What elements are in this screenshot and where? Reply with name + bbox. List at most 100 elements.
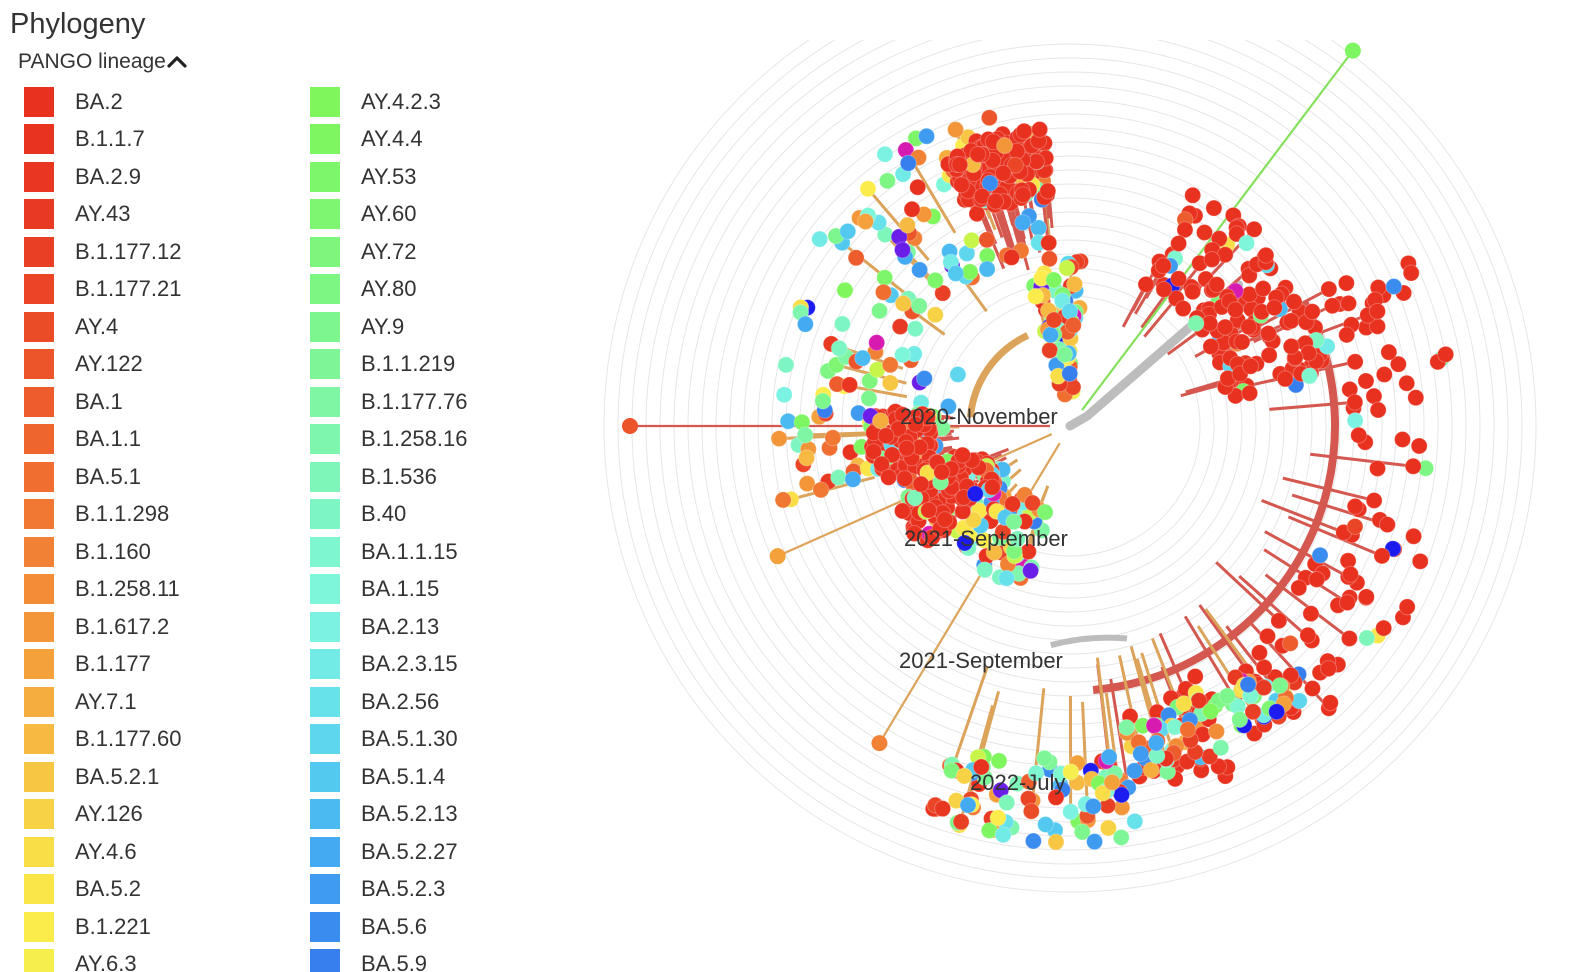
legend-item[interactable]: B.1.1.298 (24, 497, 169, 532)
legend-item[interactable]: B.1.160 (24, 534, 151, 569)
legend-item[interactable]: BA.2.9 (24, 159, 141, 194)
legend-item[interactable]: BA.5.1 (24, 459, 141, 494)
tree-tip (777, 356, 795, 374)
legend-item[interactable]: BA.5.9 (310, 947, 427, 972)
legend-item[interactable]: BA.2.56 (310, 684, 439, 719)
legend-item[interactable]: BA.5.2.13 (310, 797, 458, 832)
tree-tip (1308, 570, 1326, 588)
legend-item[interactable]: B.1.1.7 (24, 122, 145, 157)
legend-item[interactable]: BA.5.6 (310, 909, 427, 944)
legend-swatch (310, 574, 340, 604)
tree-tip (1385, 277, 1403, 295)
legend-item[interactable]: B.1.536 (310, 459, 437, 494)
tree-tip (980, 109, 998, 127)
legend-header[interactable]: PANGO lineage (18, 50, 188, 74)
legend-item[interactable]: B.1.177 (24, 647, 151, 682)
legend-item[interactable]: BA.5.1.4 (310, 759, 445, 794)
legend-item[interactable]: BA.2.13 (310, 609, 439, 644)
tree-tip (896, 470, 914, 488)
legend-label: B.1.177.12 (75, 238, 182, 264)
tree-tip (907, 415, 925, 433)
legend-item[interactable]: B.1.177.21 (24, 272, 181, 307)
legend-item[interactable]: BA.1 (24, 384, 123, 419)
legend-item[interactable]: AY.43 (24, 197, 130, 232)
legend-item[interactable]: BA.5.2.1 (24, 759, 159, 794)
legend-label: AY.122 (75, 351, 143, 376)
legend-label: BA.5.2.1 (75, 763, 160, 789)
tree-tip (891, 318, 909, 336)
tree-tip (952, 176, 970, 194)
tree-tip (996, 137, 1014, 155)
tree-tip (1250, 644, 1268, 662)
phylogeny-tree[interactable]: 2020-November 2021-September 2021-Septem… (560, 40, 1590, 972)
legend-item[interactable]: AY.72 (310, 234, 416, 269)
tree-tip (963, 231, 981, 249)
tree-tip (796, 426, 814, 444)
tree-branch (1215, 561, 1280, 622)
tree-tip (933, 463, 951, 481)
legend-item[interactable]: B.1.177.60 (24, 722, 181, 757)
tree-tip (1024, 832, 1042, 850)
tree-tip (1175, 695, 1193, 713)
legend-item[interactable]: B.1.617.2 (24, 609, 169, 644)
tree-tip (1137, 275, 1155, 293)
legend-item[interactable]: B.40 (310, 497, 406, 532)
legend-swatch (310, 199, 340, 229)
legend-swatch (310, 161, 340, 192)
tree-tip (1357, 588, 1375, 606)
legend-item[interactable]: AY.7.1 (24, 684, 137, 719)
legend-item[interactable]: AY.60 (310, 197, 416, 232)
legend-item[interactable]: BA.5.1.30 (310, 722, 458, 757)
tree-tip (983, 478, 1001, 496)
legend-item[interactable]: AY.9 (310, 309, 404, 344)
legend-item[interactable]: BA.2.3.15 (310, 647, 458, 682)
tree-tip (1100, 748, 1118, 766)
time-ring (603, 40, 1537, 893)
legend-item[interactable]: B.1.177.12 (24, 234, 181, 269)
legend-swatch (24, 836, 54, 867)
legend-item[interactable]: B.1.221 (24, 909, 151, 944)
legend-item[interactable]: B.1.258.16 (310, 422, 467, 457)
tree-tips[interactable] (622, 42, 1455, 851)
chevron-up-icon[interactable] (166, 54, 188, 70)
tree-tip (871, 302, 889, 320)
legend-item[interactable]: BA.1.1 (24, 422, 141, 457)
tree-tip (1299, 626, 1317, 644)
legend-item[interactable]: BA.1.15 (310, 572, 439, 607)
tree-branch (779, 433, 867, 441)
tree-tip (998, 569, 1016, 587)
time-label: 2021-September (904, 526, 1068, 551)
tree-tip (954, 446, 972, 464)
legend-label: B.1.1.219 (361, 351, 456, 376)
legend-item[interactable]: AY.122 (24, 347, 143, 382)
legend-item[interactable]: AY.4.6 (24, 834, 137, 869)
tree-tip (1323, 297, 1341, 315)
legend-item[interactable]: BA.1.1.15 (310, 534, 458, 569)
tree-tip (775, 386, 793, 404)
tree-tip (951, 156, 969, 174)
tree-tip (1265, 299, 1283, 317)
legend-swatch (24, 536, 54, 567)
legend-item[interactable]: BA.2 (24, 84, 123, 119)
legend-item[interactable]: B.1.1.219 (310, 347, 455, 382)
legend-item[interactable]: BA.5.2 (24, 872, 141, 907)
legend-item[interactable]: AY.80 (310, 272, 416, 307)
legend-item[interactable]: BA.5.2.3 (310, 872, 445, 907)
legend-label: AY.80 (361, 276, 417, 301)
legend-item[interactable]: AY.4.2.3 (310, 84, 441, 119)
legend-item[interactable]: AY.126 (24, 797, 143, 832)
tree-tip (1270, 612, 1288, 630)
tree-tip (883, 446, 901, 464)
legend-item[interactable]: AY.53 (310, 159, 416, 194)
legend-item[interactable]: AY.4 (24, 309, 118, 344)
legend-item[interactable]: B.1.258.11 (24, 572, 180, 607)
tree-tip (881, 374, 899, 392)
legend-item[interactable]: AY.4.4 (310, 122, 423, 157)
legend-item[interactable]: BA.5.2.27 (310, 834, 458, 869)
tree-tip (1340, 294, 1358, 312)
tree-tip (1341, 565, 1359, 583)
tree-tip (947, 121, 965, 139)
legend-item[interactable]: AY.6.3 (24, 947, 137, 972)
legend-item[interactable]: B.1.177.76 (310, 384, 467, 419)
tree-tip (1398, 374, 1416, 392)
